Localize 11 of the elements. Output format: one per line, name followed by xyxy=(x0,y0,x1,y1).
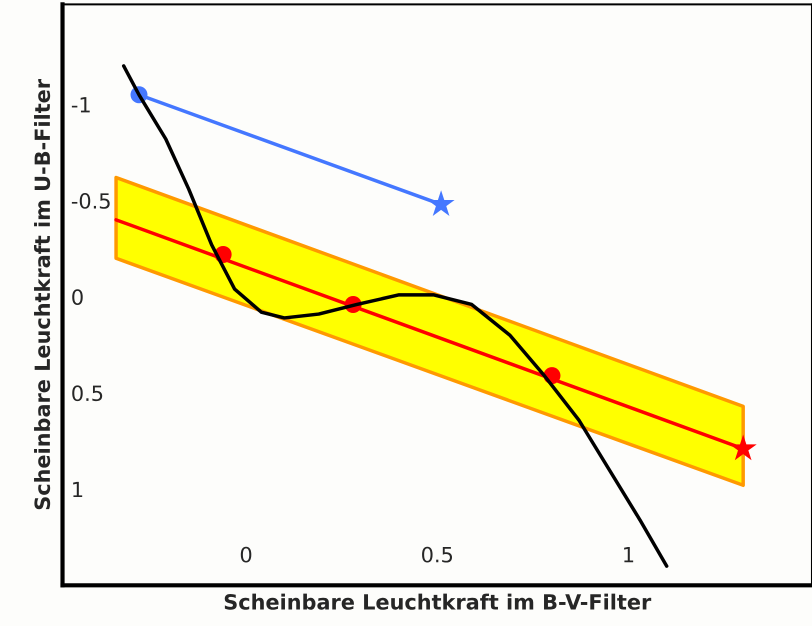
y-tick-label: 0 xyxy=(72,289,83,305)
y-tick-label: 1 xyxy=(73,482,82,498)
y-tick-label: -1 xyxy=(72,97,90,112)
line-series xyxy=(122,64,668,568)
y-axis-title: Scheinbare Leuchtkraft im U-B-Filter xyxy=(34,78,50,510)
x-tick-label: 0 xyxy=(240,546,252,563)
x-tick-label: 0.5 xyxy=(422,546,452,563)
x-tick-label: 1 xyxy=(624,547,634,562)
x-axis-title: Scheinbare Leuchtkraft im B-V-Filter xyxy=(224,594,652,610)
y-tick-label: 0.5 xyxy=(72,385,102,402)
y-tick-label: -0.5 xyxy=(72,193,110,209)
